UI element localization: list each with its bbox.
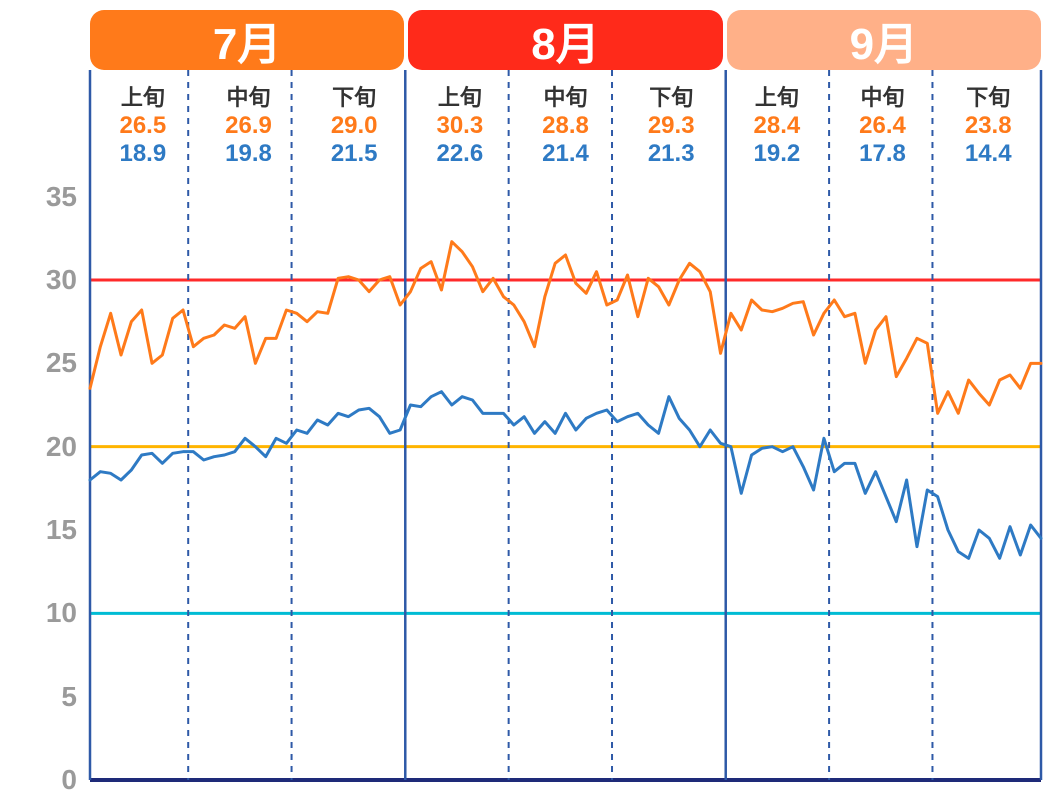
plot-area: [90, 180, 1041, 780]
low-temp-line: [90, 392, 1041, 559]
y-tick-label: 15: [46, 514, 77, 546]
period-col-7: 中旬26.417.8: [830, 80, 936, 168]
period-low-value: 18.9: [90, 140, 196, 168]
period-label: 下旬: [618, 80, 724, 112]
period-label: 中旬: [830, 80, 936, 112]
period-high-value: 26.5: [90, 112, 196, 140]
y-tick-label: 25: [46, 347, 77, 379]
period-low-value: 17.8: [830, 140, 936, 168]
period-label: 上旬: [407, 80, 513, 112]
period-low-value: 21.4: [513, 140, 619, 168]
period-low-value: 21.5: [301, 140, 407, 168]
chart-container: 7月 8月 9月 上旬26.518.9中旬26.919.8下旬29.021.5上…: [0, 0, 1060, 800]
y-tick-label: 30: [46, 264, 77, 296]
y-tick-label: 35: [46, 181, 77, 213]
period-col-1: 中旬26.919.8: [196, 80, 302, 168]
y-tick-label: 5: [61, 681, 77, 713]
period-label: 中旬: [196, 80, 302, 112]
period-low-value: 19.8: [196, 140, 302, 168]
month-tab-september: 9月: [727, 10, 1041, 70]
period-low-value: 14.4: [935, 140, 1041, 168]
period-col-8: 下旬23.814.4: [935, 80, 1041, 168]
high-temp-line: [90, 242, 1041, 414]
period-label: 上旬: [724, 80, 830, 112]
period-label: 下旬: [935, 80, 1041, 112]
period-col-6: 上旬28.419.2: [724, 80, 830, 168]
period-high-value: 23.8: [935, 112, 1041, 140]
period-low-value: 22.6: [407, 140, 513, 168]
period-label: 下旬: [301, 80, 407, 112]
y-tick-label: 0: [61, 764, 77, 796]
period-label: 中旬: [513, 80, 619, 112]
period-low-value: 21.3: [618, 140, 724, 168]
period-high-value: 29.3: [618, 112, 724, 140]
period-col-5: 下旬29.321.3: [618, 80, 724, 168]
y-tick-label: 10: [46, 597, 77, 629]
period-col-3: 上旬30.322.6: [407, 80, 513, 168]
period-header: 上旬26.518.9中旬26.919.8下旬29.021.5上旬30.322.6…: [90, 80, 1041, 168]
period-high-value: 26.4: [830, 112, 936, 140]
period-high-value: 30.3: [407, 112, 513, 140]
plot-svg: [90, 180, 1041, 780]
period-high-value: 26.9: [196, 112, 302, 140]
period-col-4: 中旬28.821.4: [513, 80, 619, 168]
period-label: 上旬: [90, 80, 196, 112]
y-tick-label: 20: [46, 431, 77, 463]
month-tab-august: 8月: [408, 10, 722, 70]
period-low-value: 19.2: [724, 140, 830, 168]
month-tab-july: 7月: [90, 10, 404, 70]
period-high-value: 28.4: [724, 112, 830, 140]
period-col-2: 下旬29.021.5: [301, 80, 407, 168]
period-high-value: 28.8: [513, 112, 619, 140]
period-high-value: 29.0: [301, 112, 407, 140]
month-tabs: 7月 8月 9月: [90, 10, 1041, 70]
period-col-0: 上旬26.518.9: [90, 80, 196, 168]
